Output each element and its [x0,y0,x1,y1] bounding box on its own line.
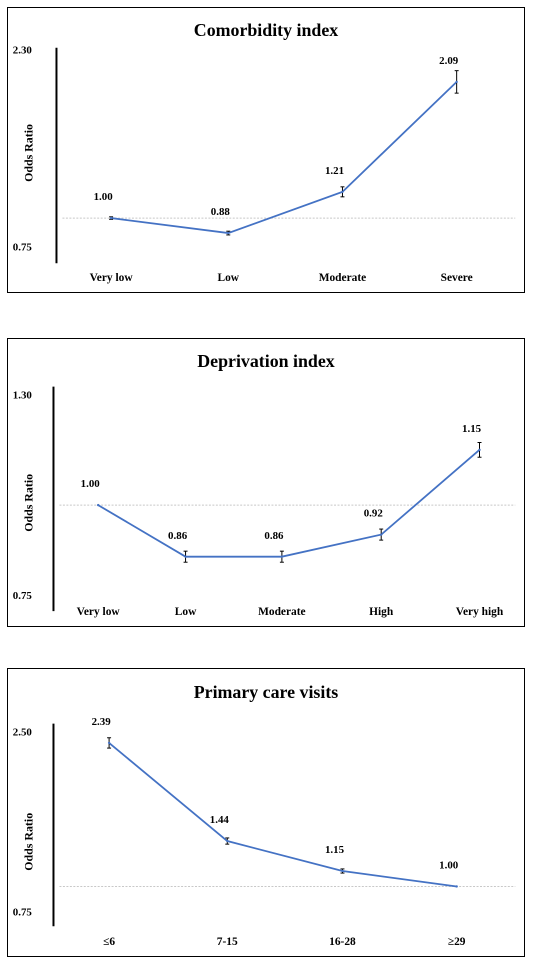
category-label: Severe [441,272,473,284]
data-label: 1.44 [210,814,230,826]
data-label: 2.09 [439,55,459,67]
category-label: Moderate [258,606,306,618]
data-point [341,190,344,194]
data-point [478,448,481,452]
series-line [97,449,481,558]
y-tick-label-top: 1.30 [13,390,33,402]
y-tick-label-bottom: 0.75 [13,241,33,253]
chart-panel-comorbidity: Comorbidity index Odds Ratio 2.30 0.75 1.00 V… [7,7,525,293]
category-label: Moderate [319,272,367,284]
category-label: High [369,606,394,618]
data-point [280,555,284,558]
chart-panel-primary-care: Primary care visits Odds Ratio 2.50 0.75 2.3… [7,668,525,957]
chart-title: Deprivation index [197,351,334,371]
data-label: 2.39 [92,716,112,728]
data-point [96,503,100,507]
y-axis-label: Odds Ratio [22,474,36,532]
data-point [227,231,230,235]
y-tick-label-top: 2.30 [13,45,33,57]
data-point [455,80,458,84]
chart-panel-deprivation: Deprivation index Odds Ratio 1.30 0.75 1.00 V… [7,338,525,627]
category-label: Low [217,272,239,284]
chart-svg: Deprivation index Odds Ratio 1.30 0.75 1.00 V… [13,351,516,618]
data-label: 1.00 [94,191,114,203]
chart-title: Comorbidity index [194,20,338,40]
category-label: 16-28 [329,936,356,948]
category-label: Low [175,606,197,618]
data-label: 0.86 [168,530,188,542]
y-axis-label: Odds Ratio [22,813,36,871]
category-label: Very low [90,272,134,284]
data-label: 1.00 [439,860,459,872]
y-tick-label-bottom: 0.75 [13,906,33,918]
data-point [380,533,383,536]
y-tick-label-bottom: 0.75 [13,590,33,602]
data-label: 0.92 [364,508,383,520]
data-point [184,555,187,558]
data-point [107,741,111,745]
data-label: 1.21 [325,165,344,177]
data-point [341,869,344,873]
data-point [455,885,458,888]
y-tick-label-top: 2.50 [13,727,33,739]
category-label: 7-15 [217,936,238,948]
data-label: 1.15 [325,844,345,856]
category-label: ≥29 [448,936,466,948]
y-axis-label: Odds Ratio [22,124,36,182]
data-label: 0.88 [211,206,231,218]
chart-title: Primary care visits [194,682,339,702]
chart-svg: Primary care visits Odds Ratio 2.50 0.75 2.3… [13,682,516,948]
category-label: Very high [456,606,504,618]
data-label: 1.00 [81,478,101,490]
series-line [108,742,457,888]
data-point [109,216,113,220]
category-label: Very low [77,606,121,618]
data-label: 0.86 [264,530,284,542]
data-label: 1.15 [462,423,482,435]
data-point [226,839,229,843]
category-label: ≤6 [103,936,115,948]
chart-svg: Comorbidity index Odds Ratio 2.30 0.75 1.00 V… [13,20,516,284]
series-line [110,81,458,234]
